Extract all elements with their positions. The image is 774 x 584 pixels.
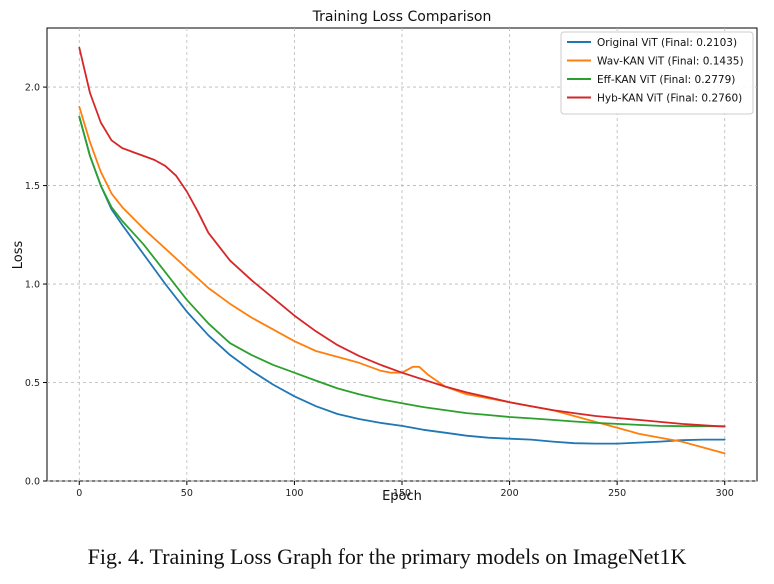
x-tick-label: 0 bbox=[76, 488, 82, 499]
series-line-3 bbox=[78, 46, 726, 428]
legend-entry: Original ViT (Final: 0.2103) bbox=[597, 37, 737, 49]
y-axis-label: Loss bbox=[11, 241, 26, 270]
x-tick-label: 200 bbox=[501, 488, 519, 499]
legend-entry: Eff-KAN ViT (Final: 0.2779) bbox=[597, 74, 735, 86]
y-tick-label: 1.5 bbox=[25, 181, 40, 192]
x-tick-label: 150 bbox=[393, 488, 411, 499]
x-tick-label: 50 bbox=[181, 488, 193, 499]
y-tick-label: 0.5 bbox=[25, 378, 40, 389]
legend-box bbox=[560, 31, 754, 115]
x-axis-label: Epoch bbox=[382, 489, 422, 504]
series-lines bbox=[78, 46, 726, 455]
loss-chart: 0 50 100 150 200 250 300 0.0 0.5 1.0 1.5 2.0 Traini… bbox=[11, 9, 758, 504]
y-tick-label: 1.0 bbox=[25, 280, 40, 291]
x-tick-label: 250 bbox=[608, 488, 626, 499]
legend-entry: Hyb-KAN ViT (Final: 0.2760) bbox=[597, 93, 742, 105]
series-line-0 bbox=[78, 115, 726, 445]
x-tick-label: 100 bbox=[285, 488, 303, 499]
figure-caption: Fig. 4. Training Loss Graph for the prim… bbox=[87, 544, 687, 569]
x-tick-label: 300 bbox=[716, 488, 734, 499]
chart-title: Training Loss Comparison bbox=[312, 9, 492, 25]
legend: Original ViT (Final: 0.2103) Wav-KAN ViT … bbox=[560, 31, 754, 115]
y-tick-label: 0.0 bbox=[25, 477, 40, 488]
series-line-2 bbox=[78, 115, 726, 428]
legend-entry: Wav-KAN ViT (Final: 0.1435) bbox=[597, 56, 744, 68]
y-tick-label: 2.0 bbox=[25, 83, 40, 94]
axis-ticks: 0 50 100 150 200 250 300 0.0 0.5 1.0 1.5 2.0 bbox=[25, 83, 734, 499]
